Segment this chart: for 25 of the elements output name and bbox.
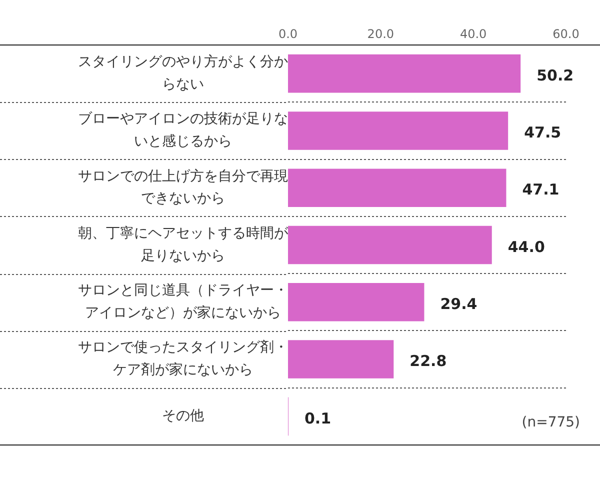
y-tick-label: サロンと同じ道具（ドライヤー・アイロンなど）が家にないから	[78, 282, 288, 321]
data-label: 0.1	[304, 409, 332, 428]
y-tick-label: サロンで使ったスタイリング剤・ケア剤が家にないから	[78, 340, 288, 378]
bar	[288, 54, 521, 93]
bar	[288, 283, 424, 322]
bar	[288, 168, 506, 207]
bar	[288, 340, 394, 378]
y-tick-label: 朝、丁寧にヘアセットする時間が足りないから	[78, 225, 289, 264]
x-tick-label: 60.0	[552, 26, 580, 41]
y-tick-label: ブローやアイロンの技術が足りないと感じるから	[78, 111, 288, 150]
x-tick-label: 20.0	[367, 26, 394, 41]
data-label: 47.1	[522, 180, 560, 199]
data-label: 50.2	[536, 66, 574, 84]
data-label: 44.0	[508, 238, 545, 256]
annotation: (n=775)	[522, 414, 580, 431]
data-label: 22.8	[410, 352, 447, 370]
data-label: 29.4	[440, 295, 478, 314]
y-tick-label: その他	[162, 408, 204, 424]
y-tick-label: サロンでの仕上げ方を自分で再現できないから	[78, 168, 288, 207]
bar	[288, 112, 508, 150]
y-tick-label: スタイリングのやり方がよく分からない	[78, 54, 288, 92]
x-tick-label: 0.0	[278, 26, 298, 41]
bar	[288, 226, 492, 264]
x-tick-label: 40.0	[460, 26, 487, 41]
data-label: 47.5	[524, 124, 562, 142]
